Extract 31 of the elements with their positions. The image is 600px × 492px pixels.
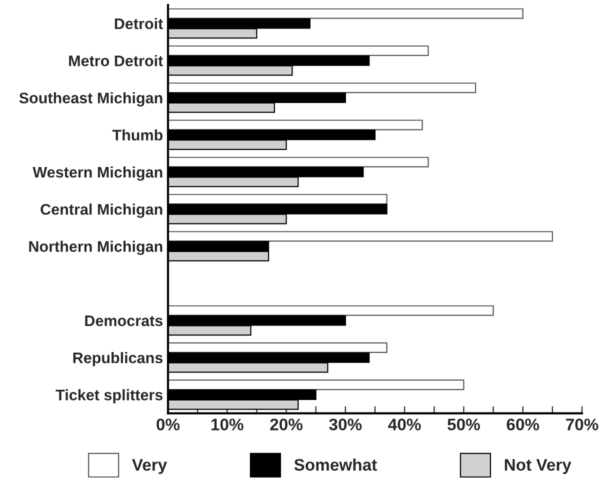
x-tick-label: 60% bbox=[506, 418, 540, 430]
y-tick-label: Metro Detroit bbox=[69, 55, 163, 66]
bar bbox=[168, 380, 464, 390]
legend-label: Very bbox=[132, 459, 168, 474]
y-tick-label: Thumb bbox=[112, 129, 163, 141]
bar bbox=[168, 156, 429, 168]
y-tick-label: Ticket splitters bbox=[56, 389, 163, 404]
y-tick-label: Southeast Michigan bbox=[19, 92, 162, 106]
x-tick-label: 30% bbox=[329, 418, 362, 430]
x-tick-label: 50% bbox=[448, 418, 480, 430]
bar bbox=[168, 120, 423, 130]
bar bbox=[168, 305, 494, 316]
y-tick-label: Detroit bbox=[114, 18, 163, 30]
bar bbox=[168, 82, 476, 94]
legend-label: Somewhat bbox=[294, 458, 377, 471]
y-tick-label: Northern Michigan bbox=[29, 240, 162, 255]
bar bbox=[168, 45, 429, 56]
x-tick-label: 20% bbox=[270, 418, 303, 430]
x-tick-label: 10% bbox=[212, 418, 244, 430]
y-tick-label: Republicans bbox=[73, 352, 163, 366]
bar bbox=[168, 342, 388, 353]
y-tick-label: Democrats bbox=[85, 315, 163, 326]
y-tick-label: Central Michigan bbox=[40, 204, 162, 218]
bar bbox=[168, 8, 524, 19]
x-tick-label: 0% bbox=[156, 418, 180, 430]
y-tick-label: Western Michigan bbox=[32, 166, 162, 181]
x-tick-label: 70% bbox=[566, 418, 598, 430]
bar bbox=[168, 194, 388, 204]
legend-label: Not Very bbox=[504, 459, 572, 474]
bar bbox=[168, 231, 553, 242]
x-tick-label: 40% bbox=[388, 418, 421, 430]
